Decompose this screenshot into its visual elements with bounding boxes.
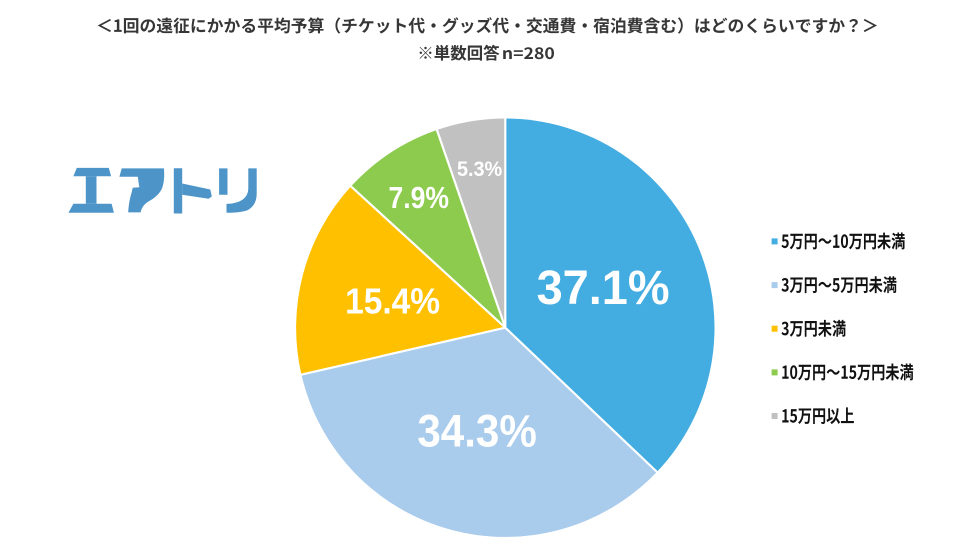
svg-text:7.9%: 7.9% <box>388 180 449 215</box>
svg-text:37.1%: 37.1% <box>537 261 670 315</box>
svg-text:5.3%: 5.3% <box>457 157 502 181</box>
svg-text:15.4%: 15.4% <box>345 280 440 321</box>
svg-text:34.3%: 34.3% <box>417 405 537 456</box>
